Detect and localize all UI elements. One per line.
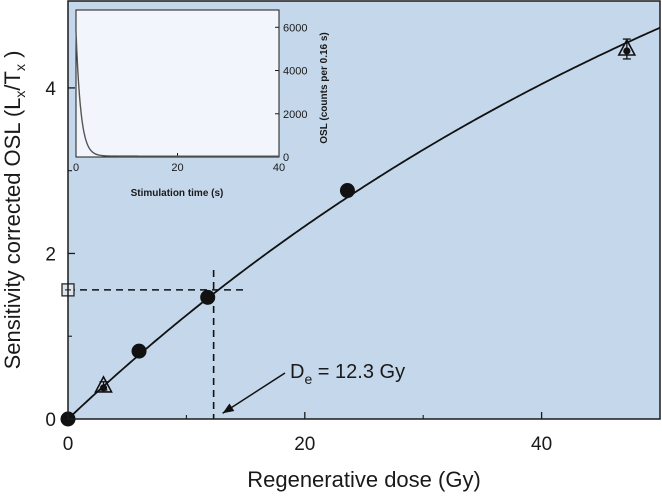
data-point-circle bbox=[339, 183, 355, 199]
inset-y-tick-label: 6000 bbox=[283, 22, 307, 34]
de-annotation-sub: e bbox=[304, 371, 312, 387]
y-axis-title-end: ) bbox=[0, 51, 25, 64]
y-tick-label: 0 bbox=[45, 410, 56, 431]
de-arrow-line bbox=[222, 372, 286, 414]
x-tick-label: 20 bbox=[294, 434, 315, 455]
inset-x-tick-label: 40 bbox=[273, 162, 285, 174]
data-point-circle bbox=[200, 289, 216, 305]
de-annotation: De = 12.3 Gy bbox=[290, 361, 405, 387]
inset-y-tick-label: 4000 bbox=[283, 66, 307, 78]
de-annotation-rest: = 12.3 Gy bbox=[312, 361, 405, 383]
y-axis-title-main: Sensitivity corrected OSL (L bbox=[0, 98, 25, 370]
data-point-triangle bbox=[94, 375, 113, 393]
inset-x-tick-label: 20 bbox=[171, 162, 183, 174]
y-axis-title-sub2: x bbox=[12, 64, 28, 71]
de-annotation-main: D bbox=[290, 361, 304, 383]
y-tick-label: 4 bbox=[45, 79, 56, 100]
data-point-triangle-dot bbox=[99, 384, 108, 392]
dose-response-curve bbox=[67, 26, 661, 420]
y-axis-title-mid: /T bbox=[0, 71, 25, 91]
data-point-triangle-dot bbox=[623, 47, 631, 55]
data-point-circle bbox=[131, 343, 147, 359]
x-tick-label: 40 bbox=[531, 434, 552, 455]
y-tick-label: 2 bbox=[45, 244, 56, 265]
x-tick-label: 0 bbox=[63, 434, 74, 455]
inset-y-axis-title: OSL (counts per 0.16 s) bbox=[319, 32, 330, 144]
y-axis-title: Sensitivity corrected OSL (Lx/Tx ) bbox=[0, 51, 28, 370]
plot-frame bbox=[67, 0, 661, 420]
de-arrow-head bbox=[222, 403, 235, 414]
x-axis-title: Regenerative dose (Gy) bbox=[247, 467, 481, 492]
data-point-triangle bbox=[617, 38, 637, 56]
y-axis-title-sub1: x bbox=[12, 91, 28, 98]
inset-decay-curve bbox=[75, 31, 279, 157]
inset-frame bbox=[75, 9, 280, 158]
inset-y-tick-label: 0 bbox=[283, 152, 289, 164]
inset-x-axis-title: Stimulation time (s) bbox=[131, 188, 224, 199]
inset-x-tick-label: 0 bbox=[73, 162, 79, 174]
inset-y-tick-label: 2000 bbox=[283, 109, 307, 121]
